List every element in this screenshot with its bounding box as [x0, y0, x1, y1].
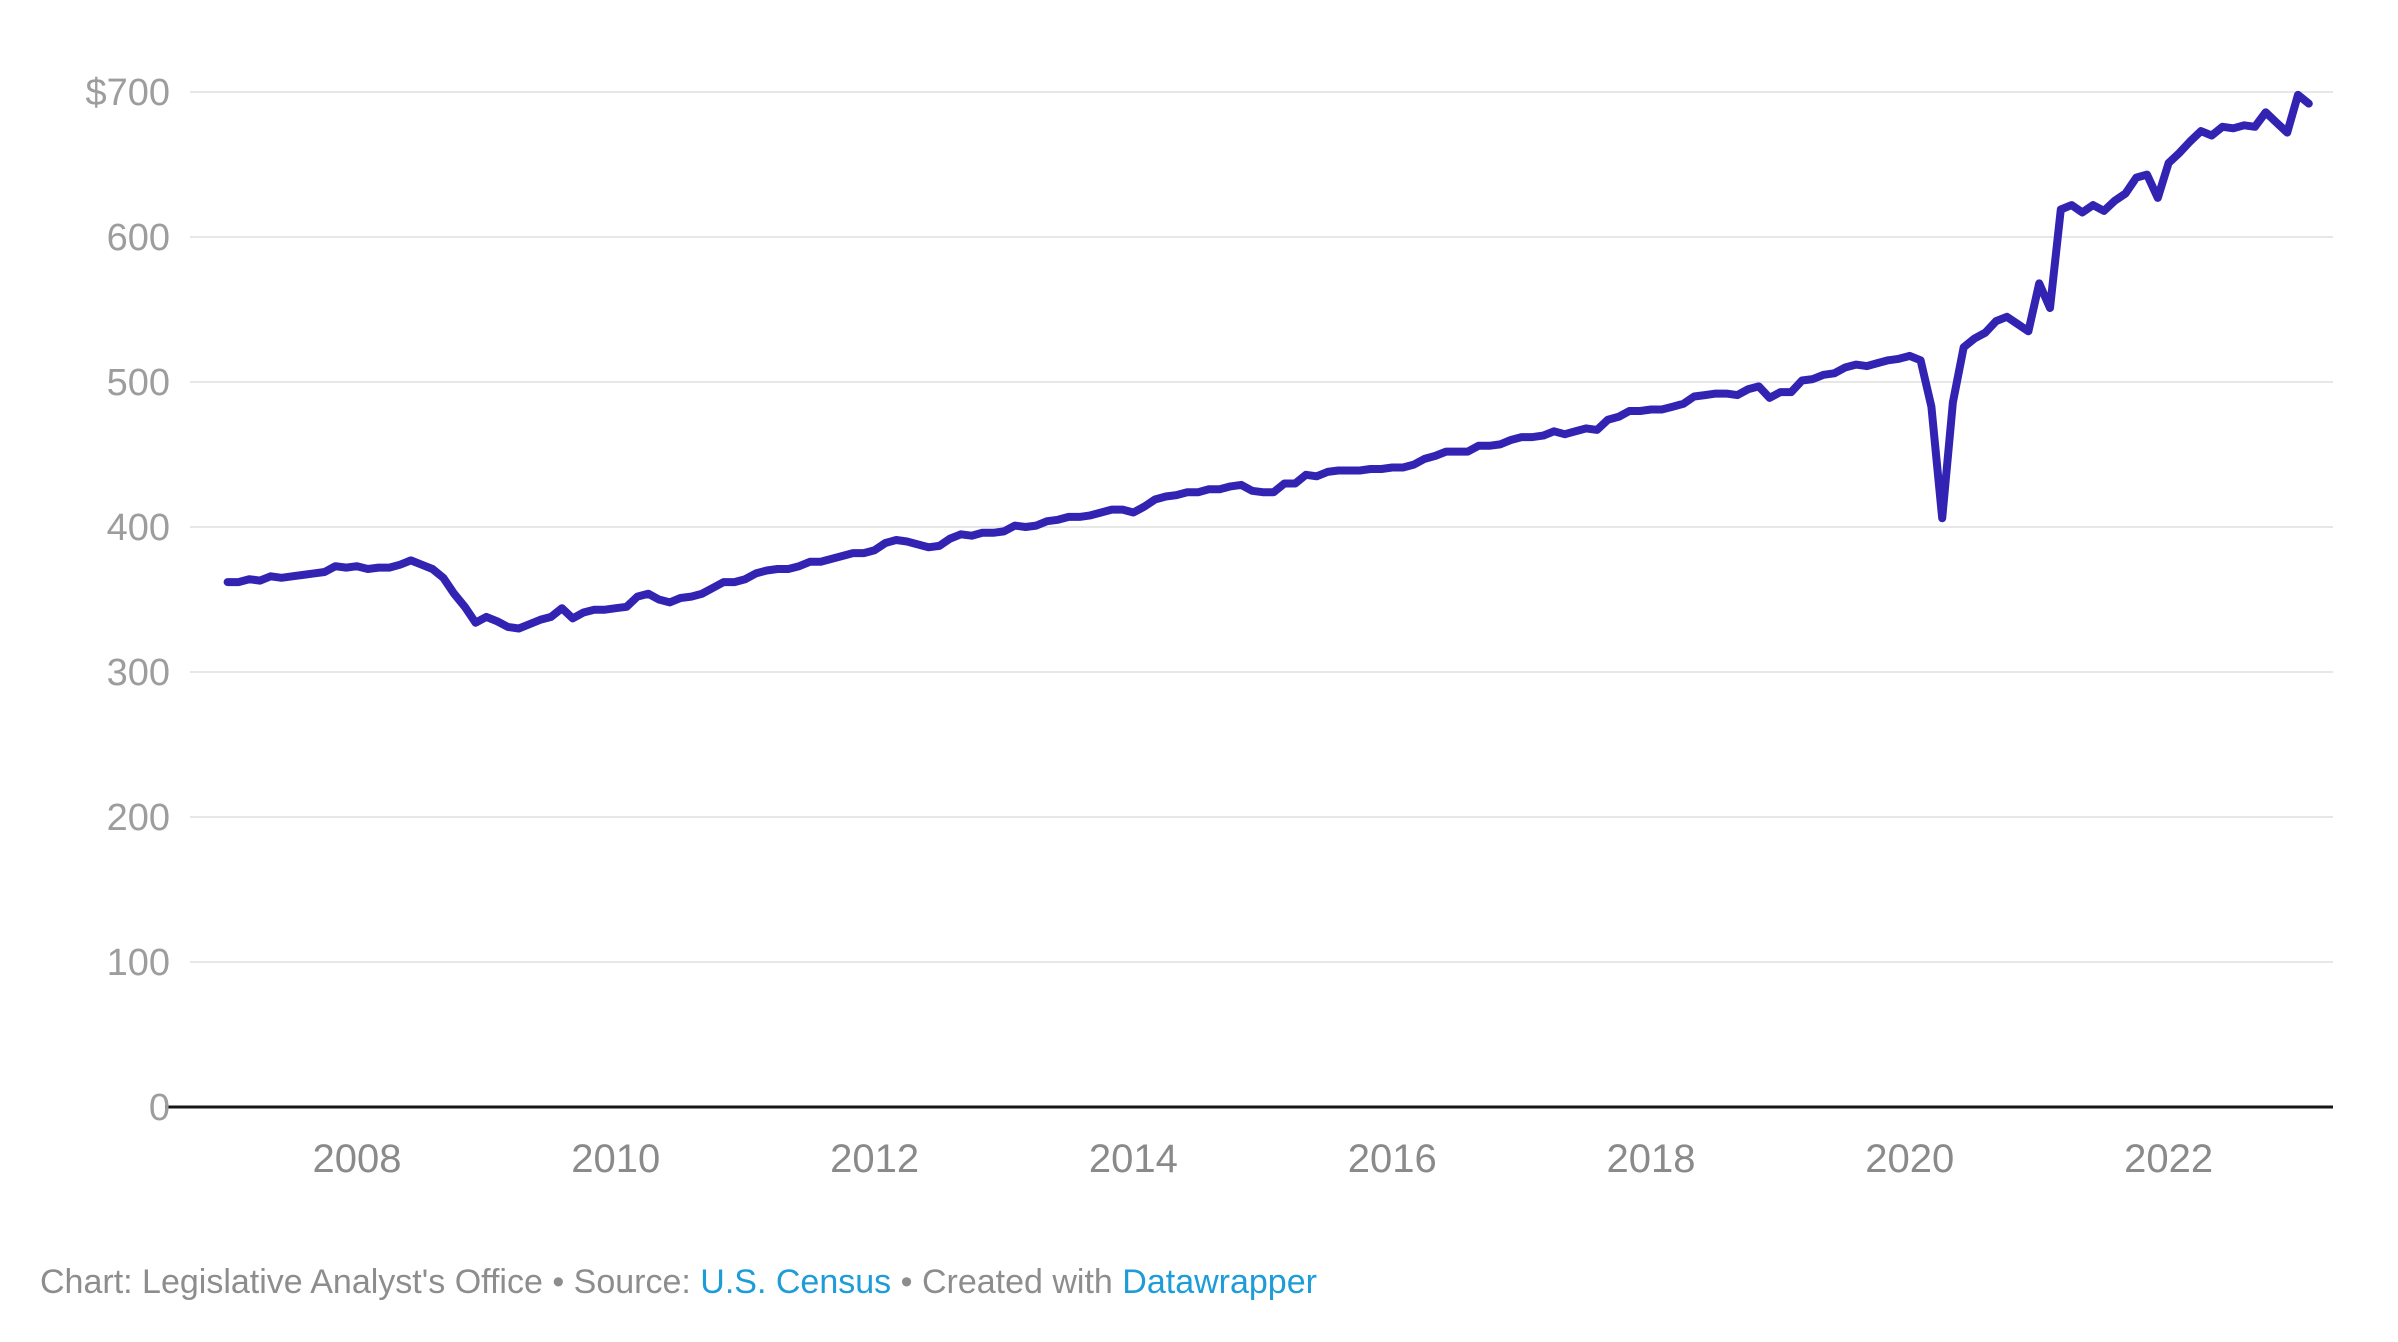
datawrapper-link[interactable]: Datawrapper — [1122, 1263, 1317, 1301]
x-tick-label: 2022 — [2124, 1137, 2213, 1181]
x-tick-label: 2012 — [830, 1137, 919, 1181]
attribution-text-middle: • Created with — [891, 1263, 1123, 1301]
x-tick-label: 2018 — [1607, 1137, 1696, 1181]
x-tick-label: 2010 — [571, 1137, 660, 1181]
source-link[interactable]: U.S. Census — [700, 1263, 892, 1301]
data-line-series — [223, 90, 2313, 633]
attribution: Chart: Legislative Analyst's Office • So… — [40, 1262, 1317, 1303]
y-tick-label: 100 — [107, 942, 170, 984]
x-tick-label: 2020 — [1865, 1137, 1954, 1181]
y-tick-label: 300 — [107, 652, 170, 694]
y-tick-label: 200 — [107, 797, 170, 839]
attribution-text: Chart: Legislative Analyst's Office • So… — [40, 1263, 701, 1301]
y-tick-label: 0 — [149, 1087, 170, 1129]
x-tick-label: 2016 — [1348, 1137, 1437, 1181]
y-tick-label: $700 — [85, 72, 170, 114]
x-tick-label: 2008 — [313, 1137, 402, 1181]
y-tick-label: 400 — [107, 507, 170, 549]
y-tick-label: 600 — [107, 217, 170, 259]
x-tick-label: 2014 — [1089, 1137, 1178, 1181]
y-tick-label: 500 — [107, 362, 170, 404]
